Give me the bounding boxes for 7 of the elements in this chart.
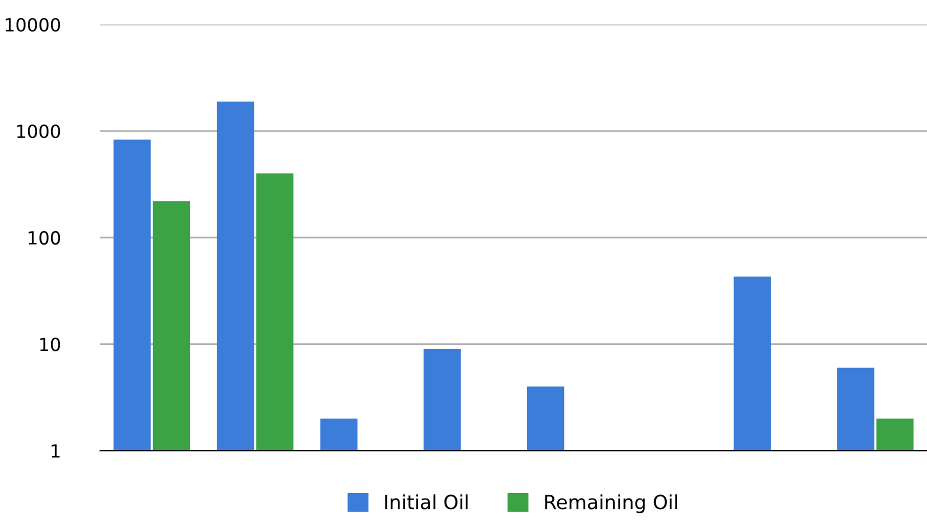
legend-label: Remaining Oil — [545, 494, 677, 514]
y-tick-label: 1 — [52, 444, 60, 458]
legend-label: Initial Oil — [385, 494, 468, 510]
y-tick-label: 10 — [40, 338, 60, 352]
y-tick-label: 10000 — [6, 18, 60, 32]
y-tick-label: 1000 — [17, 124, 60, 138]
y-tick-label: 100 — [28, 231, 60, 245]
